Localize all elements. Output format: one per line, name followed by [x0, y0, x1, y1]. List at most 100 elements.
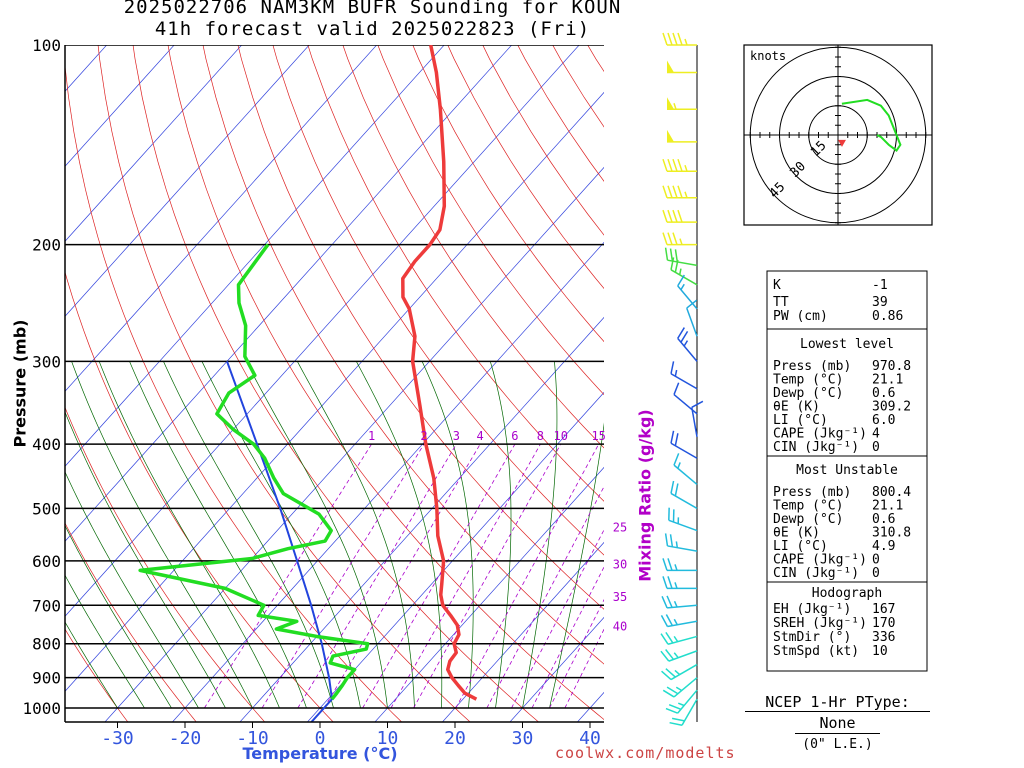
- temperature-tick-label: -30: [101, 728, 134, 749]
- isotherm-line: [65, 45, 445, 467]
- wind-barb-half: [674, 669, 681, 676]
- lowest-level-row-value: 4: [872, 427, 880, 442]
- isotherm-line: [65, 45, 580, 617]
- wind-barb-full: [674, 259, 679, 273]
- x-axis-label: Temperature (°C): [242, 744, 398, 763]
- dry-adiabat-line: [65, 628, 129, 722]
- wind-barb-full: [667, 576, 673, 589]
- hodograph-indices-row-value: 170: [872, 616, 895, 631]
- mixing-ratio-tick-label: 35: [613, 590, 627, 604]
- moist-adiabat-line: [296, 361, 415, 709]
- wind-barb-full: [667, 185, 673, 199]
- wind-barb: [662, 209, 697, 223]
- wind-barb-half: [673, 652, 679, 659]
- ptype-value: None: [819, 714, 856, 732]
- dry-adiabat-line: [307, 45, 604, 502]
- mixing-ratio-line: [413, 443, 562, 709]
- wind-barb: [662, 32, 697, 46]
- wind-barb: [662, 232, 697, 246]
- ptype-divider: [745, 711, 930, 712]
- mixing-ratio-line: [261, 443, 425, 709]
- wind-barb: [670, 361, 698, 390]
- mixing-ratio-tick-label: 4: [477, 429, 484, 443]
- lowest-level-row-label: Dewp (°C): [773, 386, 843, 401]
- mixing-ratio-line: [297, 443, 457, 709]
- wind-barb-staff: [673, 393, 698, 415]
- wind-barb: [670, 480, 698, 510]
- hodograph-indices-row-value: 167: [872, 602, 895, 617]
- temperature-tick-label: -10: [236, 728, 269, 749]
- wind-barb: [670, 257, 698, 286]
- wind-barb-full: [665, 649, 675, 660]
- mixing-ratio-line: [362, 443, 516, 709]
- wind-barb-staff: [668, 650, 698, 662]
- wind-barb-half: [684, 191, 688, 199]
- wind-barb-full: [667, 32, 673, 46]
- wind-barb-half: [674, 564, 678, 571]
- credit-link[interactable]: coolwx.com/modelts: [555, 744, 736, 762]
- wind-barb-flag: [667, 97, 674, 110]
- wind-barb-full: [665, 668, 676, 678]
- lowest-level-row-value: 0: [872, 440, 880, 455]
- wind-barb-full: [672, 185, 678, 199]
- storm-motion-marker: [837, 139, 846, 147]
- moist-adiabat-line: [245, 361, 388, 709]
- chart-title-line-2: 41h forecast valid 2025022823 (Fri): [154, 18, 591, 40]
- isotherm-line: [306, 391, 604, 722]
- wind-barb-full: [665, 614, 674, 626]
- wind-barb-full: [664, 533, 669, 547]
- wind-barb-full: [677, 158, 683, 172]
- wind-barb: [660, 631, 698, 645]
- wind-barb-full: [660, 650, 670, 662]
- isotherm-line: [374, 466, 604, 722]
- wind-barb: [664, 533, 698, 552]
- temperature-tick-label: 0: [315, 728, 326, 749]
- wind-barb-full: [662, 576, 668, 589]
- wind-barb: [691, 400, 704, 438]
- wind-barb: [668, 507, 698, 532]
- moist-adiabat-line: [163, 361, 334, 709]
- hodograph-indices-heading: Hodograph: [812, 586, 882, 601]
- mixing-ratio-line: [323, 443, 481, 709]
- dry-adiabat-line: [342, 45, 604, 449]
- most-unstable-row-label: CAPE (Jkg⁻¹): [773, 553, 867, 568]
- wind-barb: [677, 274, 698, 310]
- wind-barb-full: [667, 232, 673, 245]
- parcel-path: [226, 360, 333, 722]
- wind-barb-half: [673, 103, 677, 110]
- hodograph-indices-row-label: SREH (Jkg⁻¹): [773, 616, 867, 631]
- wind-barb-full: [677, 327, 685, 339]
- moist-adiabat-line: [421, 361, 474, 709]
- dry-adiabat-line: [447, 45, 604, 289]
- moist-adiabat-line: [65, 471, 199, 709]
- isotherm-line: [65, 45, 378, 392]
- lowest-level-row-value: 6.0: [872, 413, 895, 428]
- mixing-ratio-line: [455, 443, 600, 709]
- wind-barb-full: [672, 232, 678, 245]
- wind-barb-half: [674, 369, 678, 377]
- indices-frame: [766, 270, 928, 672]
- hodograph-trace: [841, 98, 902, 153]
- most-unstable-row-value: 800.4: [872, 485, 911, 500]
- wind-barb-full: [668, 703, 682, 711]
- wind-barb-half: [675, 541, 679, 548]
- wind-barb-full: [686, 299, 698, 309]
- most-unstable-row-value: 0: [872, 553, 880, 568]
- wind-barb-full: [677, 185, 683, 199]
- pressure-tick-label: 400: [32, 435, 61, 454]
- ptype-liquid-equivalent: (0" L.E.): [802, 737, 873, 752]
- isotherm-line: [441, 541, 604, 722]
- most-unstable-row-label: CIN (Jkg⁻¹): [773, 566, 859, 581]
- pressure-tick-label: 300: [32, 352, 61, 371]
- total-totals-label: TT: [773, 295, 789, 310]
- hodograph-indices-row-value: 10: [872, 644, 888, 659]
- dry-adiabat-line: [412, 45, 604, 343]
- wind-barb: [667, 129, 697, 143]
- moist-adiabat-line: [65, 411, 226, 709]
- wind-barb-full: [662, 558, 668, 571]
- mixing-ratio-line: [390, 443, 541, 709]
- temperature-profile: [401, 45, 478, 701]
- wind-barb: [662, 576, 697, 590]
- lowest-level-row-label: CIN (Jkg⁻¹): [773, 440, 859, 455]
